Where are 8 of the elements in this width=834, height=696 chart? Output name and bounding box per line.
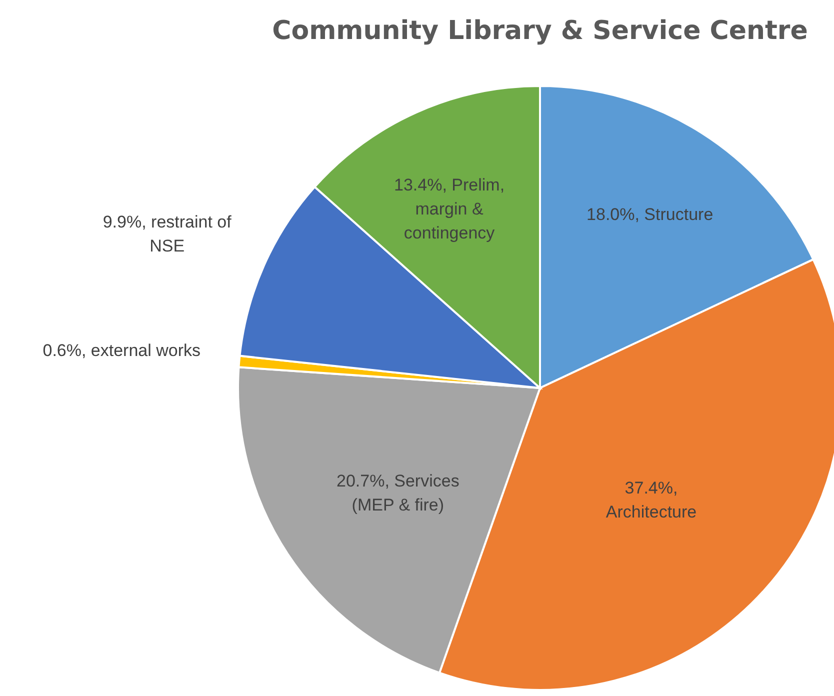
slice-label: Architecture — [606, 502, 697, 522]
data-label: 37.4%, — [624, 478, 678, 498]
slice-label: 18.0%, Structure — [586, 204, 714, 224]
slice-label: 9.9%, restraint of NSE — [102, 212, 232, 256]
slice-label: 20.7%, Services (MEP & fire) — [336, 471, 460, 514]
slice-label: 0.6%, external works — [42, 341, 201, 360]
slice-label: 13.4%, Prelim, margin & contingency — [394, 175, 505, 242]
chart-title: Community Library & Service Centre — [272, 16, 808, 46]
